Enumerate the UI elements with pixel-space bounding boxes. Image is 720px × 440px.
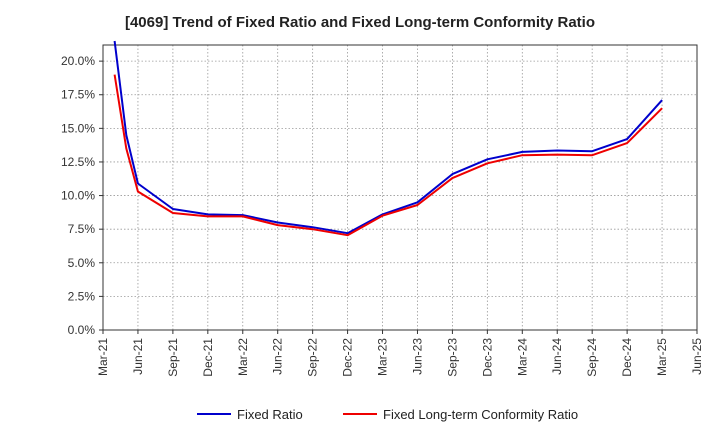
y-tick-label: 17.5% <box>61 88 95 102</box>
x-tick-label: Jun-25 <box>690 338 704 375</box>
x-tick-label: Mar-21 <box>96 338 110 376</box>
series-line <box>113 74 663 237</box>
x-tick-label: Jun-22 <box>271 338 285 375</box>
y-tick-label: 15.0% <box>61 121 95 135</box>
series-lines <box>113 40 663 237</box>
x-tick-label: Jun-24 <box>550 338 564 375</box>
y-tick-label: 20.0% <box>61 54 95 68</box>
x-tick-label: Mar-24 <box>515 338 529 376</box>
series-line <box>113 40 663 235</box>
axes: 0.0% 2.5% 5.0% 7.5% 10.0% 12.5% 15.0% 17.5% 20.0… <box>61 44 704 377</box>
x-tick-label: Mar-23 <box>376 338 390 376</box>
x-tick-label: Sep-21 <box>166 338 180 377</box>
y-tick-label: 0.0% <box>68 323 96 337</box>
y-tick-label: 5.0% <box>68 256 96 270</box>
x-tick-label: Dec-23 <box>480 338 494 377</box>
y-tick-label: 2.5% <box>68 289 96 303</box>
x-tick-label: Dec-24 <box>620 338 634 377</box>
grid <box>102 45 698 331</box>
legend: Fixed Ratio Fixed Long-term Conformity Ra… <box>197 407 578 422</box>
x-tick-label: Jun-21 <box>131 338 145 375</box>
x-tick-label: Mar-25 <box>655 338 669 376</box>
x-tick-label: Sep-22 <box>306 338 320 377</box>
chart-title: [4069] Trend of Fixed Ratio and Fixed Lo… <box>124 14 596 31</box>
plot-frame <box>102 44 698 331</box>
y-tick-label: 12.5% <box>61 155 95 169</box>
x-tick-label: Dec-22 <box>341 338 355 377</box>
legend-label: Fixed Long-term Conformity Ratio <box>383 407 578 422</box>
x-tick-label: Sep-24 <box>585 338 599 377</box>
x-tick-label: Dec-21 <box>201 338 215 377</box>
x-tick-label: Jun-23 <box>410 338 424 375</box>
legend-label: Fixed Ratio <box>237 407 303 422</box>
y-tick-label: 10.0% <box>61 189 95 203</box>
x-tick-label: Sep-23 <box>445 338 459 377</box>
y-tick-label: 7.5% <box>68 222 96 236</box>
x-tick-label: Mar-22 <box>236 338 250 376</box>
